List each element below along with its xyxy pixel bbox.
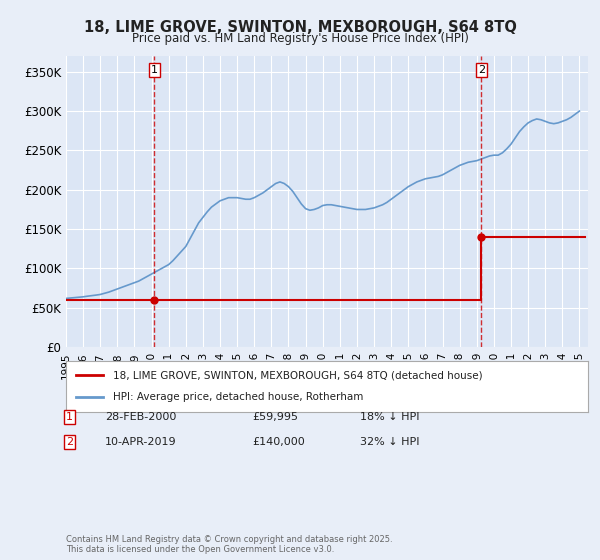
Text: 28-FEB-2000: 28-FEB-2000 <box>105 412 176 422</box>
Point <box>476 232 486 241</box>
Text: 1: 1 <box>151 65 158 74</box>
Text: 2: 2 <box>66 437 73 447</box>
Text: £140,000: £140,000 <box>252 437 305 447</box>
Text: HPI: Average price, detached house, Rotherham: HPI: Average price, detached house, Roth… <box>113 393 364 403</box>
Text: 18, LIME GROVE, SWINTON, MEXBOROUGH, S64 8TQ: 18, LIME GROVE, SWINTON, MEXBOROUGH, S64… <box>83 20 517 35</box>
Text: 1: 1 <box>66 412 73 422</box>
Point <box>149 296 159 305</box>
Text: 18, LIME GROVE, SWINTON, MEXBOROUGH, S64 8TQ (detached house): 18, LIME GROVE, SWINTON, MEXBOROUGH, S64… <box>113 370 482 380</box>
Text: 10-APR-2019: 10-APR-2019 <box>105 437 176 447</box>
Text: 2: 2 <box>478 65 485 74</box>
Text: 32% ↓ HPI: 32% ↓ HPI <box>360 437 419 447</box>
Text: Contains HM Land Registry data © Crown copyright and database right 2025.
This d: Contains HM Land Registry data © Crown c… <box>66 535 392 554</box>
Text: £59,995: £59,995 <box>252 412 298 422</box>
Text: Price paid vs. HM Land Registry's House Price Index (HPI): Price paid vs. HM Land Registry's House … <box>131 32 469 45</box>
Text: 18% ↓ HPI: 18% ↓ HPI <box>360 412 419 422</box>
